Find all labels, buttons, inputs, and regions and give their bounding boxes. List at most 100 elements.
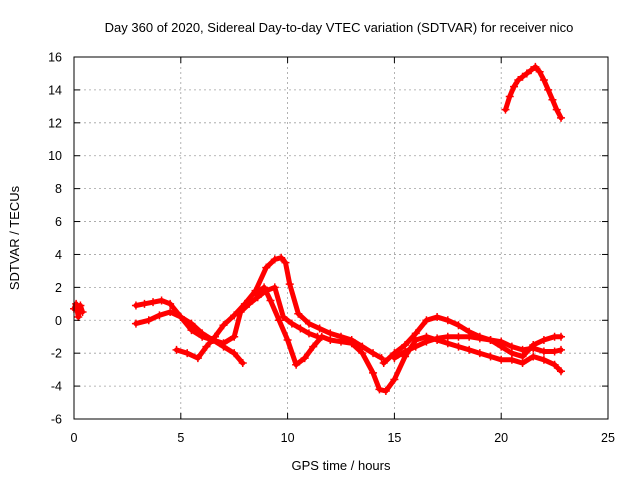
data-point bbox=[74, 312, 83, 321]
data-point bbox=[183, 349, 192, 358]
data-point bbox=[514, 76, 523, 85]
data-point bbox=[279, 312, 288, 321]
data-point bbox=[300, 354, 309, 363]
y-tick-label: 12 bbox=[48, 116, 62, 130]
data-point bbox=[518, 72, 527, 81]
data-point bbox=[557, 345, 566, 354]
y-tick-label: -4 bbox=[51, 380, 62, 394]
data-point bbox=[187, 319, 196, 328]
data-point bbox=[304, 319, 313, 328]
ticks: 0 5 10 15 20 25 -6 -4 -2 0 2 4 6 8 10 12 14 16 bbox=[48, 51, 615, 446]
series-track-c bbox=[131, 308, 247, 368]
data-point bbox=[390, 354, 399, 363]
data-point bbox=[544, 85, 553, 94]
data-point bbox=[155, 311, 164, 320]
data-point bbox=[401, 347, 410, 356]
data-point bbox=[131, 301, 140, 310]
data-point bbox=[531, 62, 540, 71]
data-point bbox=[283, 336, 292, 345]
y-tick-label: 6 bbox=[55, 215, 62, 229]
y-tick-label: 10 bbox=[48, 149, 62, 163]
data-point bbox=[433, 312, 442, 321]
plot-frame bbox=[73, 56, 609, 420]
x-axis-title: GPS time / hours bbox=[292, 458, 391, 473]
data-point bbox=[369, 349, 378, 358]
data-point bbox=[270, 283, 279, 292]
data-point bbox=[78, 308, 87, 317]
data-point bbox=[358, 349, 367, 358]
data-point bbox=[240, 299, 249, 308]
data-point bbox=[230, 332, 239, 341]
data-point bbox=[539, 355, 548, 364]
data-point bbox=[202, 342, 211, 351]
data-point bbox=[550, 347, 559, 356]
data-point bbox=[411, 329, 420, 338]
data-point bbox=[144, 316, 153, 325]
y-tick-label: 2 bbox=[55, 281, 62, 295]
y-tick-label: 4 bbox=[55, 248, 62, 262]
data-point bbox=[443, 332, 452, 341]
data-point bbox=[193, 354, 202, 363]
y-tick-label: 14 bbox=[48, 83, 62, 97]
data-point bbox=[296, 324, 305, 333]
data-point bbox=[294, 309, 303, 318]
data-point bbox=[539, 336, 548, 345]
data-point bbox=[377, 354, 386, 363]
y-tick-label: 16 bbox=[48, 51, 62, 65]
data-point bbox=[266, 296, 275, 305]
data-point bbox=[287, 319, 296, 328]
data-point bbox=[557, 332, 566, 341]
data-point bbox=[166, 299, 175, 308]
x-tick-label: 20 bbox=[494, 431, 508, 445]
data-point bbox=[304, 329, 313, 338]
data-point bbox=[219, 342, 228, 351]
data-point bbox=[507, 349, 516, 358]
data-point bbox=[140, 299, 149, 308]
series-track-g bbox=[390, 332, 566, 363]
data-point bbox=[529, 340, 538, 349]
data-point bbox=[166, 308, 175, 317]
x-tick-label: 15 bbox=[387, 431, 401, 445]
data-point bbox=[369, 368, 378, 377]
data-point bbox=[157, 296, 166, 305]
data-point bbox=[475, 334, 484, 343]
data-point bbox=[522, 69, 531, 78]
data-point bbox=[497, 342, 506, 351]
x-tick-label: 10 bbox=[281, 431, 295, 445]
series-track-d bbox=[172, 253, 386, 363]
series-track-a bbox=[70, 299, 87, 321]
y-tick-label: -2 bbox=[51, 347, 62, 361]
data-point bbox=[262, 263, 271, 272]
data-point bbox=[131, 319, 140, 328]
data-point bbox=[390, 375, 399, 384]
data-point bbox=[510, 82, 519, 91]
x-tick-label: 0 bbox=[71, 431, 78, 445]
y-tick-label: 8 bbox=[55, 182, 62, 196]
data-point bbox=[454, 332, 463, 341]
data-point bbox=[76, 301, 85, 310]
data-point bbox=[539, 347, 548, 356]
data-point bbox=[552, 105, 561, 114]
data-point bbox=[379, 359, 388, 368]
data-point bbox=[375, 385, 384, 394]
data-point bbox=[251, 289, 260, 298]
data-point bbox=[337, 337, 345, 346]
series-track-e bbox=[251, 283, 566, 396]
data-point bbox=[230, 349, 239, 358]
data-point bbox=[277, 253, 286, 262]
data-point bbox=[539, 76, 548, 85]
data-point bbox=[72, 299, 81, 308]
data-point bbox=[557, 367, 566, 376]
data-point bbox=[210, 332, 219, 341]
data-point bbox=[317, 332, 326, 341]
data-point bbox=[326, 336, 335, 345]
y-axis-title: SDTVAR / TECUs bbox=[7, 185, 22, 290]
data-point bbox=[505, 92, 514, 101]
data-point bbox=[281, 258, 290, 267]
data-point bbox=[422, 316, 431, 325]
data-point bbox=[219, 321, 228, 330]
data-point bbox=[433, 334, 442, 343]
data-point bbox=[309, 342, 318, 351]
y-tick-label: 0 bbox=[55, 314, 62, 328]
data-point bbox=[292, 360, 301, 369]
